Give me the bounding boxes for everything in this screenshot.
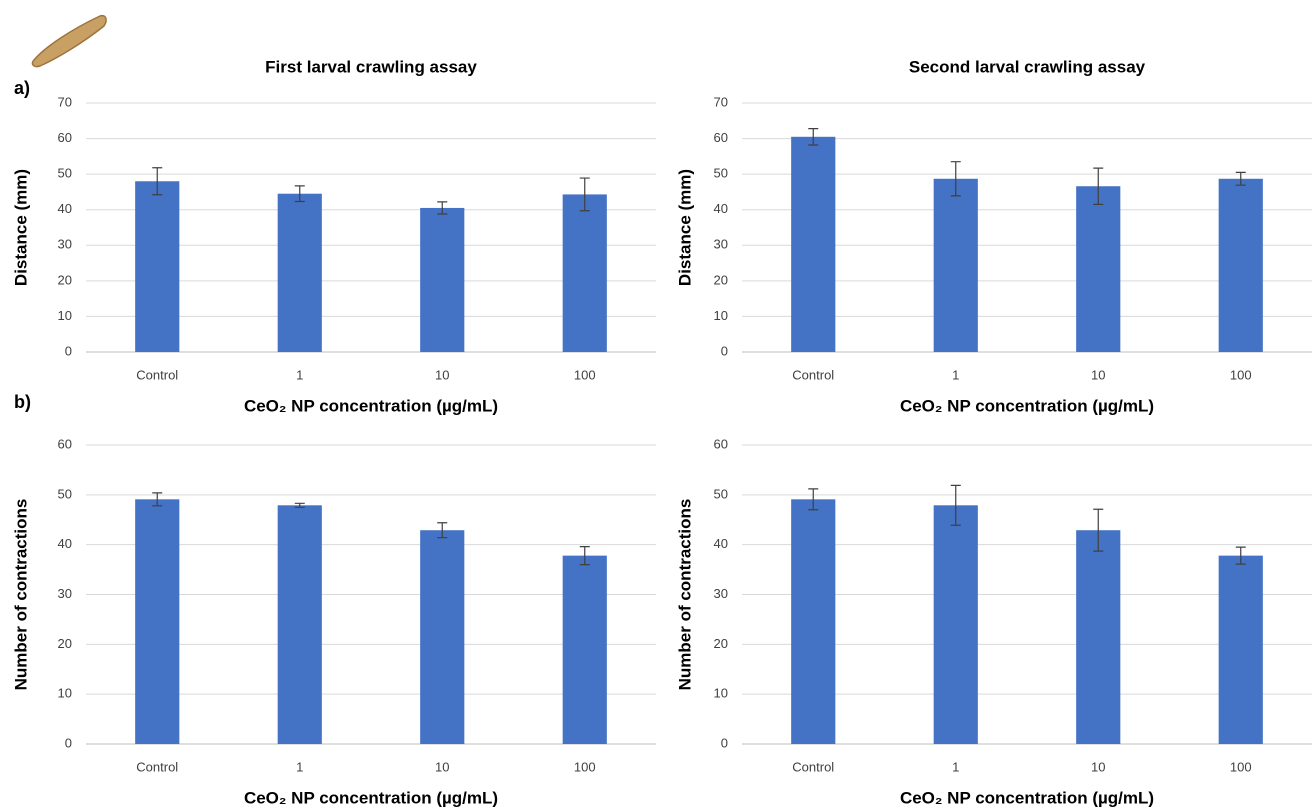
y-tick-label: 50 [714,166,728,181]
x-tick-label: 10 [435,367,449,382]
bar [135,499,179,744]
x-tick-label: 1 [296,759,303,774]
chart-title: Second larval crawling assay [909,57,1146,76]
x-tick-label: Control [136,759,178,774]
y-tick-label: 60 [714,436,728,451]
y-tick-label: 50 [58,166,72,181]
bar [791,137,835,352]
y-tick-label: 30 [58,237,72,252]
y-tick-label: 0 [65,735,72,750]
x-tick-label: 100 [1230,367,1252,382]
y-tick-label: 30 [714,237,728,252]
x-axis-title: CeO₂ NP concentration (µg/mL) [244,396,498,415]
x-tick-label: 1 [952,759,959,774]
x-tick-label: 100 [1230,759,1252,774]
y-tick-label: 30 [58,586,72,601]
panel-label: a) [14,78,30,98]
x-axis-title: CeO₂ NP concentration (µg/mL) [244,788,498,807]
bar [1076,186,1120,352]
x-tick-label: 1 [296,367,303,382]
y-tick-label: 50 [58,486,72,501]
y-tick-label: 0 [721,343,728,358]
bar [420,208,464,352]
larva-icon [32,16,106,67]
y-tick-label: 10 [714,308,728,323]
y-tick-label: 0 [721,735,728,750]
y-tick-label: 70 [58,94,72,109]
bar [135,181,179,352]
bar [1219,179,1263,352]
bar [791,499,835,744]
y-tick-label: 10 [58,686,72,701]
y-tick-label: 20 [714,636,728,651]
y-axis-title: Number of contractions [11,499,30,691]
chart-title: First larval crawling assay [265,57,477,76]
y-axis-title: Distance (mm) [11,169,30,286]
y-tick-label: 20 [58,636,72,651]
figure: First larval crawling assay a) Distance (m… [0,0,1312,810]
bar [934,179,978,352]
bar [1076,530,1120,744]
bar [934,505,978,744]
y-axis-title: Distance (mm) [675,169,694,286]
y-tick-label: 60 [58,130,72,145]
bar [1219,556,1263,744]
y-axis-title: Number of contractions [675,499,694,691]
x-axis-title: CeO₂ NP concentration (µg/mL) [900,788,1154,807]
x-tick-label: 100 [574,759,596,774]
x-tick-label: Control [792,367,834,382]
x-tick-label: Control [136,367,178,382]
y-tick-label: 40 [714,536,728,551]
bar [563,556,607,744]
y-tick-label: 0 [65,343,72,358]
x-tick-label: 10 [1091,367,1105,382]
y-tick-label: 20 [58,272,72,287]
y-tick-label: 40 [714,201,728,216]
y-tick-label: 40 [58,201,72,216]
bar [563,194,607,352]
x-tick-label: 10 [1091,759,1105,774]
y-tick-label: 40 [58,536,72,551]
y-tick-label: 10 [714,686,728,701]
y-tick-label: 20 [714,272,728,287]
x-tick-label: Control [792,759,834,774]
bar [420,530,464,744]
x-tick-label: 100 [574,367,596,382]
x-tick-label: 10 [435,759,449,774]
panel-label: b) [14,392,31,412]
y-tick-label: 50 [714,486,728,501]
bar [278,505,322,744]
x-axis-title: CeO₂ NP concentration (µg/mL) [900,396,1154,415]
y-tick-label: 30 [714,586,728,601]
y-tick-label: 60 [58,436,72,451]
y-tick-label: 70 [714,94,728,109]
x-tick-label: 1 [952,367,959,382]
bar [278,194,322,352]
y-tick-label: 10 [58,308,72,323]
y-tick-label: 60 [714,130,728,145]
